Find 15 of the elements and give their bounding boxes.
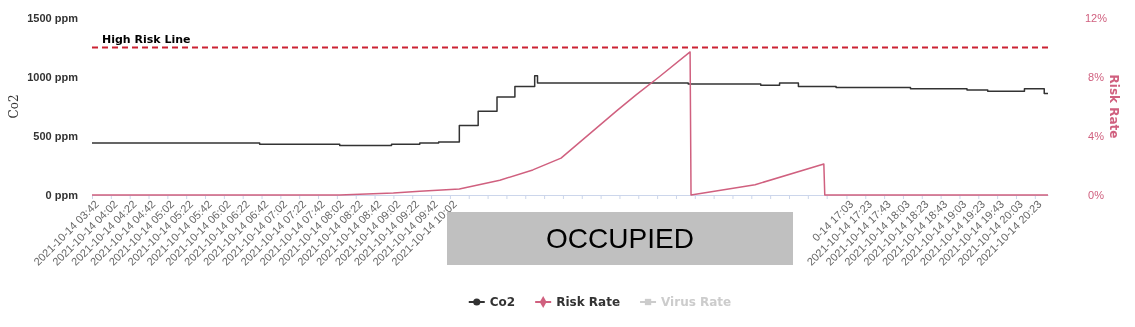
y2-tick-label: 12% [1084, 12, 1108, 25]
ref-line-label: High Risk Line [102, 32, 191, 46]
y-tick-label: 1000 ppm [27, 71, 79, 84]
y2-axis-title: Risk Rate [1107, 74, 1121, 139]
y-tick-label: 500 ppm [33, 130, 79, 143]
y2-tick-label: 4% [1088, 130, 1105, 143]
label-box: OCCUPIED [447, 212, 793, 265]
y-axis-title: Co2 [7, 94, 21, 119]
y-tick-label: 1500 ppm [27, 12, 79, 25]
legend-label: Risk Rate [556, 295, 621, 309]
legend-label: Co2 [489, 295, 516, 309]
y-tick-label: 0 ppm [45, 189, 79, 202]
line-series [91, 51, 1049, 196]
y2-tick-label: 0% [1088, 189, 1105, 202]
y2-tick-label: 8% [1088, 71, 1105, 84]
